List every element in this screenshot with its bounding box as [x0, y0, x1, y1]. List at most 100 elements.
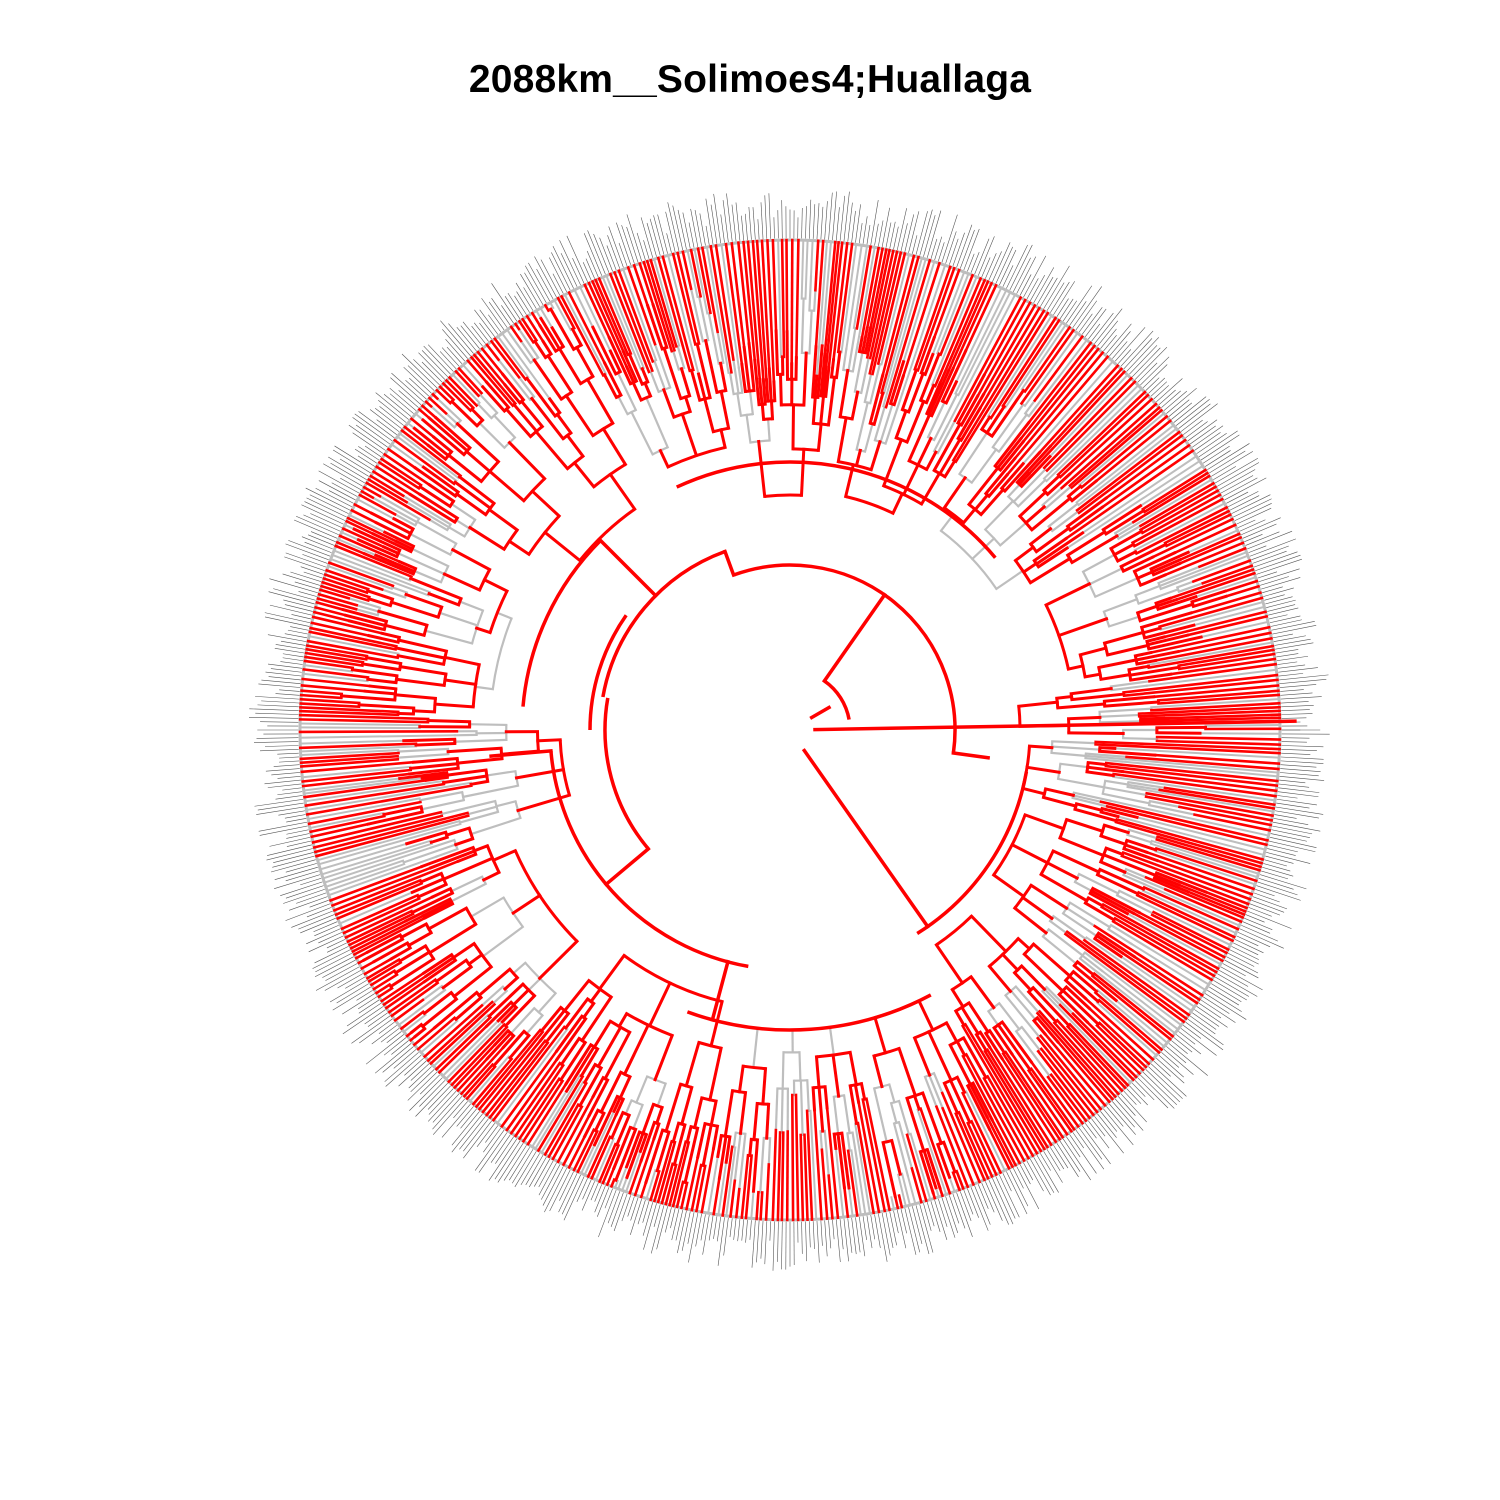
grey-branch	[616, 371, 638, 412]
tip-label	[981, 257, 991, 278]
grey-tip-branch	[338, 890, 414, 925]
grey-node-arc	[740, 413, 753, 417]
tip-label	[722, 200, 729, 243]
red-tip-branch	[884, 258, 932, 409]
red-branch	[1019, 963, 1047, 992]
red-branch	[614, 1097, 626, 1117]
red-branch	[412, 709, 437, 714]
red-tip-branch	[608, 272, 651, 374]
tip-label	[768, 193, 772, 239]
tip-label	[374, 1043, 412, 1074]
tip-label	[356, 989, 373, 1001]
grey-tip-branch	[613, 1179, 619, 1189]
red-branch	[944, 1020, 959, 1044]
tip-label	[1016, 256, 1037, 294]
red-tip-branch	[681, 250, 693, 291]
red-branch	[1016, 936, 1032, 951]
tip-label	[258, 821, 308, 832]
tip-label	[1234, 939, 1264, 954]
grey-node-arc	[1134, 594, 1140, 604]
red-tip-branch	[536, 1074, 585, 1153]
grey-branch	[813, 289, 817, 312]
grey-tip-branch	[303, 663, 354, 673]
red-tip-branch	[871, 251, 903, 376]
red-branch	[491, 1029, 527, 1068]
tip-label	[261, 700, 300, 704]
tip-label	[820, 206, 824, 240]
red-tip-branch	[1121, 850, 1252, 901]
red-node-arc	[667, 445, 726, 469]
grey-branch	[474, 685, 495, 691]
red-branch	[546, 353, 574, 395]
tip-label	[862, 216, 868, 244]
red-tip-branch	[1162, 610, 1268, 639]
tip-label	[1238, 519, 1256, 528]
red-branch	[1034, 526, 1071, 554]
tip-label	[274, 874, 321, 889]
red-tip-branch	[946, 279, 990, 373]
red-tip-branch	[489, 339, 521, 380]
red-branch	[918, 1149, 935, 1195]
red-tip-branch	[1042, 376, 1134, 470]
red-tip-branch	[357, 958, 366, 965]
red-branch	[1020, 786, 1047, 796]
red-tip-branch	[559, 294, 605, 378]
backbone-branch	[710, 959, 731, 1022]
red-tip-branch	[334, 544, 414, 579]
tip-label	[345, 976, 366, 989]
red-branch	[582, 1062, 598, 1085]
grey-branch	[1101, 792, 1151, 805]
tip-label	[1120, 1093, 1147, 1123]
tip-label	[419, 1074, 440, 1095]
red-branch	[1135, 658, 1158, 666]
red-tip-branch	[306, 639, 400, 660]
red-tip-branch	[377, 986, 394, 999]
grey-branch	[450, 875, 484, 893]
red-tip-branch	[459, 1045, 506, 1096]
tip-label	[1192, 1012, 1217, 1030]
red-branch	[826, 375, 837, 427]
red-tip-branch	[367, 477, 409, 504]
red-branch	[758, 377, 764, 407]
red-branch	[1133, 650, 1153, 658]
tip-label	[314, 946, 349, 964]
red-tip-branch	[814, 239, 825, 349]
red-tip-branch	[951, 309, 1046, 462]
backbone-arc	[823, 679, 851, 720]
red-branch	[872, 1054, 884, 1089]
tip-label	[1161, 390, 1181, 408]
grey-branch	[1071, 796, 1109, 808]
tip-label	[302, 554, 328, 564]
grey-tip-branch	[645, 1168, 657, 1200]
red-branch	[413, 465, 458, 499]
tip-label	[992, 242, 1011, 282]
tip-label	[745, 1219, 748, 1243]
tip-label	[1276, 655, 1309, 662]
red-branch	[639, 1120, 657, 1163]
tip-label	[364, 1009, 386, 1025]
tip-label	[1109, 331, 1131, 357]
tip-label	[581, 1181, 595, 1211]
red-node-arc	[464, 907, 477, 926]
red-tip-branch	[307, 800, 422, 826]
red-branch	[1139, 718, 1170, 723]
red-tip-branch	[1026, 1068, 1074, 1134]
tip-label	[723, 1217, 729, 1256]
tip-label	[889, 221, 896, 249]
red-branch	[624, 365, 636, 385]
grey-tip-branch	[890, 1196, 896, 1211]
tip-label	[1241, 925, 1278, 942]
grey-branch	[759, 1136, 765, 1194]
red-branch	[383, 623, 426, 638]
red-branch	[404, 830, 448, 846]
red-tip-branch	[1155, 858, 1254, 896]
tip-label	[1171, 1040, 1188, 1055]
red-node-arc	[488, 590, 509, 634]
tip-label	[926, 210, 942, 258]
tip-label	[1279, 678, 1327, 685]
red-tip-branch	[1058, 393, 1150, 479]
red-tip-branch	[1059, 402, 1158, 490]
grey-tip-branch	[323, 846, 433, 884]
tip-label	[582, 262, 592, 281]
grey-branch	[888, 1083, 896, 1104]
